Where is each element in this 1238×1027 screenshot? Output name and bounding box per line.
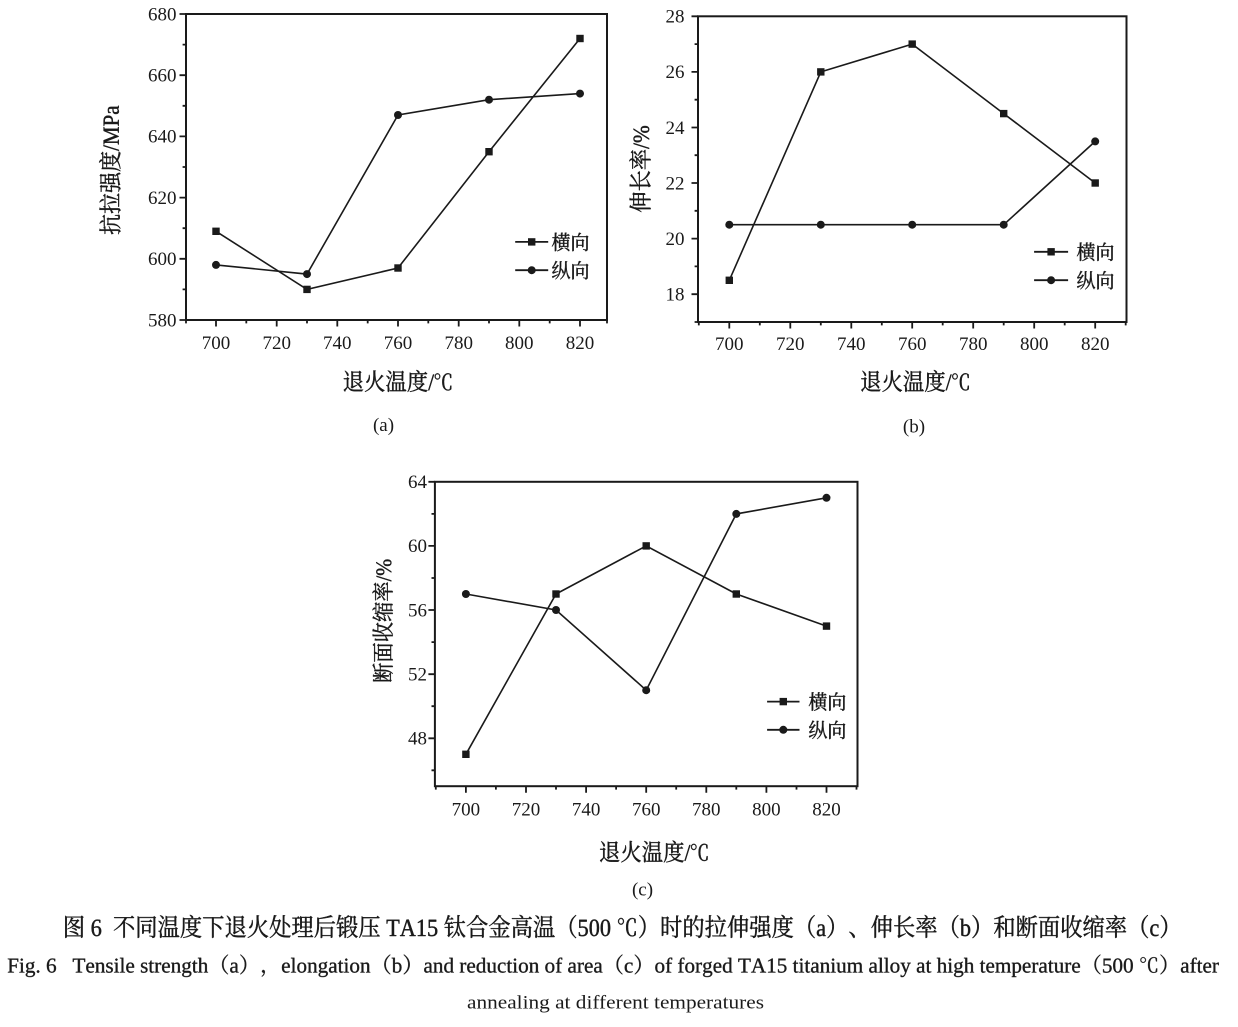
svg-text:720: 720 bbox=[512, 799, 541, 820]
svg-text:740: 740 bbox=[837, 334, 866, 355]
svg-text:20: 20 bbox=[666, 229, 685, 250]
svg-text:22: 22 bbox=[666, 173, 685, 194]
svg-text:820: 820 bbox=[1081, 334, 1110, 355]
svg-text:760: 760 bbox=[384, 333, 413, 354]
svg-text:28: 28 bbox=[666, 7, 685, 28]
svg-text:580: 580 bbox=[148, 310, 177, 331]
svg-text:740: 740 bbox=[323, 333, 352, 354]
svg-text:800: 800 bbox=[505, 333, 534, 354]
svg-text:780: 780 bbox=[692, 799, 721, 820]
svg-text:(a): (a) bbox=[373, 415, 394, 436]
svg-text:48: 48 bbox=[408, 729, 427, 750]
svg-text:820: 820 bbox=[812, 799, 841, 820]
svg-text:60: 60 bbox=[408, 536, 427, 557]
svg-text:760: 760 bbox=[898, 334, 927, 355]
svg-text:620: 620 bbox=[148, 188, 177, 209]
svg-text:(b): (b) bbox=[903, 416, 925, 437]
svg-text:680: 680 bbox=[148, 4, 177, 25]
svg-text:annealing at different tempera: annealing at different temperatures bbox=[467, 993, 764, 1014]
svg-text:820: 820 bbox=[566, 333, 595, 354]
svg-text:52: 52 bbox=[408, 665, 427, 686]
svg-text:720: 720 bbox=[776, 334, 805, 355]
svg-text:660: 660 bbox=[148, 66, 177, 87]
svg-text:700: 700 bbox=[202, 333, 231, 354]
svg-text:720: 720 bbox=[262, 333, 291, 354]
svg-text:800: 800 bbox=[1020, 334, 1049, 355]
svg-text:700: 700 bbox=[715, 334, 744, 355]
svg-text:780: 780 bbox=[444, 333, 473, 354]
svg-text:64: 64 bbox=[408, 472, 428, 493]
svg-text:(c): (c) bbox=[632, 879, 653, 900]
svg-text:600: 600 bbox=[148, 249, 177, 270]
svg-text:640: 640 bbox=[148, 127, 177, 148]
svg-text:800: 800 bbox=[752, 799, 781, 820]
svg-text:780: 780 bbox=[959, 334, 988, 355]
svg-text:26: 26 bbox=[666, 62, 685, 83]
svg-text:760: 760 bbox=[632, 799, 661, 820]
svg-text:740: 740 bbox=[572, 799, 601, 820]
svg-text:56: 56 bbox=[408, 600, 427, 621]
svg-text:700: 700 bbox=[452, 799, 481, 820]
svg-text:24: 24 bbox=[666, 118, 686, 139]
svg-text:18: 18 bbox=[666, 285, 685, 306]
